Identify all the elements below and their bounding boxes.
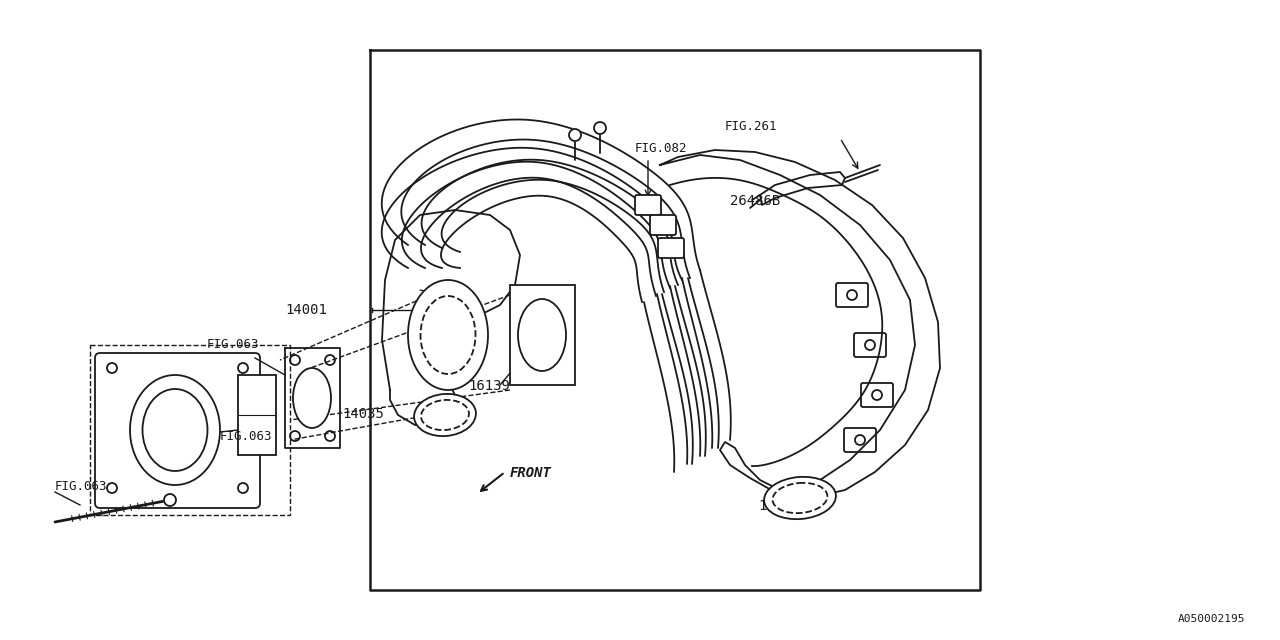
Ellipse shape [142, 389, 207, 471]
Ellipse shape [293, 368, 332, 428]
FancyBboxPatch shape [836, 283, 868, 307]
FancyBboxPatch shape [95, 353, 260, 508]
Text: FIG.082: FIG.082 [635, 142, 687, 155]
Text: 14035: 14035 [758, 499, 800, 513]
Bar [90, 345, 291, 515]
Ellipse shape [131, 375, 220, 485]
Ellipse shape [413, 394, 476, 436]
Text: FIG.063: FIG.063 [55, 480, 108, 493]
Text: 16139: 16139 [468, 379, 509, 393]
Text: FIG.063: FIG.063 [207, 338, 260, 351]
Circle shape [570, 129, 581, 141]
Text: FIG.063: FIG.063 [220, 430, 273, 443]
FancyBboxPatch shape [854, 333, 886, 357]
FancyBboxPatch shape [844, 428, 876, 452]
Ellipse shape [408, 280, 488, 390]
Bar [238, 375, 276, 455]
Ellipse shape [421, 400, 468, 430]
FancyBboxPatch shape [658, 238, 684, 258]
Ellipse shape [773, 483, 827, 513]
Bar [509, 285, 575, 385]
Ellipse shape [518, 299, 566, 371]
Ellipse shape [421, 296, 475, 374]
FancyBboxPatch shape [635, 195, 660, 215]
Circle shape [594, 122, 605, 134]
FancyBboxPatch shape [861, 383, 893, 407]
Circle shape [164, 494, 177, 506]
Ellipse shape [764, 477, 836, 519]
Text: FIG.261: FIG.261 [724, 120, 777, 133]
Text: 14001: 14001 [285, 303, 326, 317]
Text: A050002195: A050002195 [1178, 614, 1245, 624]
Text: 14035: 14035 [342, 407, 384, 421]
Text: 26486B: 26486B [730, 194, 781, 208]
FancyBboxPatch shape [650, 215, 676, 235]
Text: FRONT: FRONT [509, 466, 552, 480]
